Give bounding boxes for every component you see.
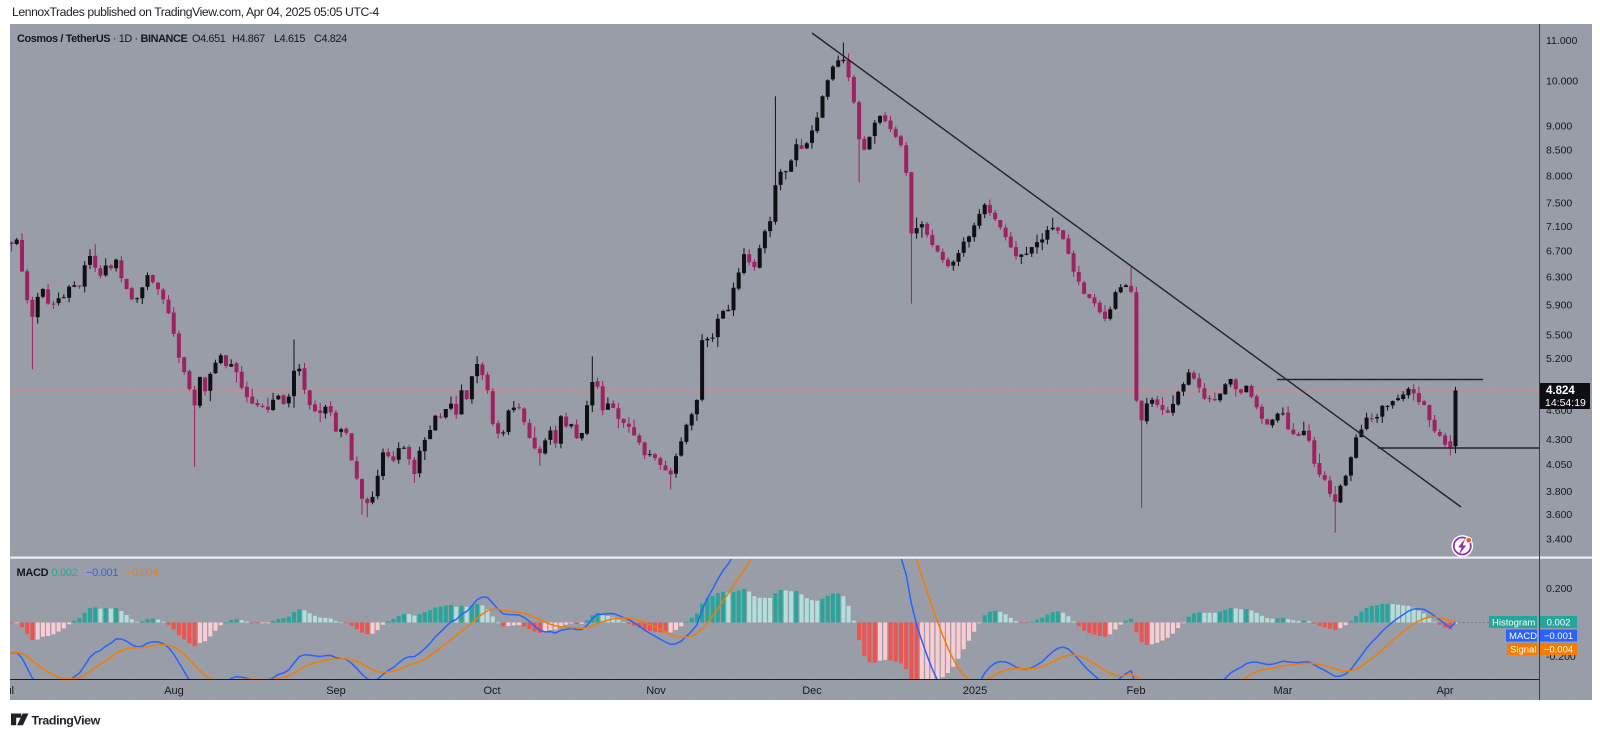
svg-text:11.000: 11.000 xyxy=(1546,35,1577,47)
svg-text:−0.001: −0.001 xyxy=(1544,631,1573,642)
svg-text:14:54:19: 14:54:19 xyxy=(1545,397,1586,409)
svg-text:4.300: 4.300 xyxy=(1546,434,1572,446)
svg-text:10.000: 10.000 xyxy=(1546,76,1578,88)
svg-text:8.000: 8.000 xyxy=(1546,170,1572,182)
svg-text:Feb: Feb xyxy=(1127,685,1146,697)
svg-text:8.500: 8.500 xyxy=(1546,145,1572,157)
svg-text:5.900: 5.900 xyxy=(1546,300,1572,312)
svg-text:Oct: Oct xyxy=(483,685,500,697)
svg-text:5.200: 5.200 xyxy=(1546,353,1572,365)
svg-text:Dec: Dec xyxy=(802,685,822,697)
svg-text:3.800: 3.800 xyxy=(1546,486,1572,498)
svg-text:3.400: 3.400 xyxy=(1546,533,1572,545)
svg-text:0.002: 0.002 xyxy=(1547,618,1571,629)
svg-text:Sep: Sep xyxy=(326,685,346,697)
svg-text:Nov: Nov xyxy=(646,685,666,697)
svg-text:6.700: 6.700 xyxy=(1546,246,1572,258)
svg-text:3.600: 3.600 xyxy=(1546,509,1572,521)
svg-text:Signal: Signal xyxy=(1510,645,1536,656)
svg-text:5.500: 5.500 xyxy=(1546,329,1572,341)
svg-text:7.100: 7.100 xyxy=(1546,221,1572,233)
svg-text:7.500: 7.500 xyxy=(1546,198,1572,210)
svg-text:−0.004: −0.004 xyxy=(1544,645,1573,656)
svg-text:LennoxTrades published on Trad: LennoxTrades published on TradingView.co… xyxy=(12,5,379,19)
svg-text:6.300: 6.300 xyxy=(1546,272,1572,284)
svg-text:0.200: 0.200 xyxy=(1546,583,1572,595)
svg-text:Mar: Mar xyxy=(1274,685,1293,697)
svg-text:Aug: Aug xyxy=(164,685,184,697)
svg-text:TradingView: TradingView xyxy=(32,714,101,728)
svg-text:4.050: 4.050 xyxy=(1546,459,1572,471)
svg-text:Apr: Apr xyxy=(1436,685,1453,697)
svg-text:4.824: 4.824 xyxy=(1546,385,1575,397)
svg-text:9.000: 9.000 xyxy=(1546,120,1572,132)
svg-text:Cosmos / TetherUS · 1D · BINAN: Cosmos / TetherUS · 1D · BINANCE O4.651 H4… xyxy=(17,33,347,45)
svg-text:Histogram: Histogram xyxy=(1492,618,1535,629)
svg-text:2025: 2025 xyxy=(963,685,987,697)
svg-text:MACD: MACD xyxy=(1509,631,1537,642)
